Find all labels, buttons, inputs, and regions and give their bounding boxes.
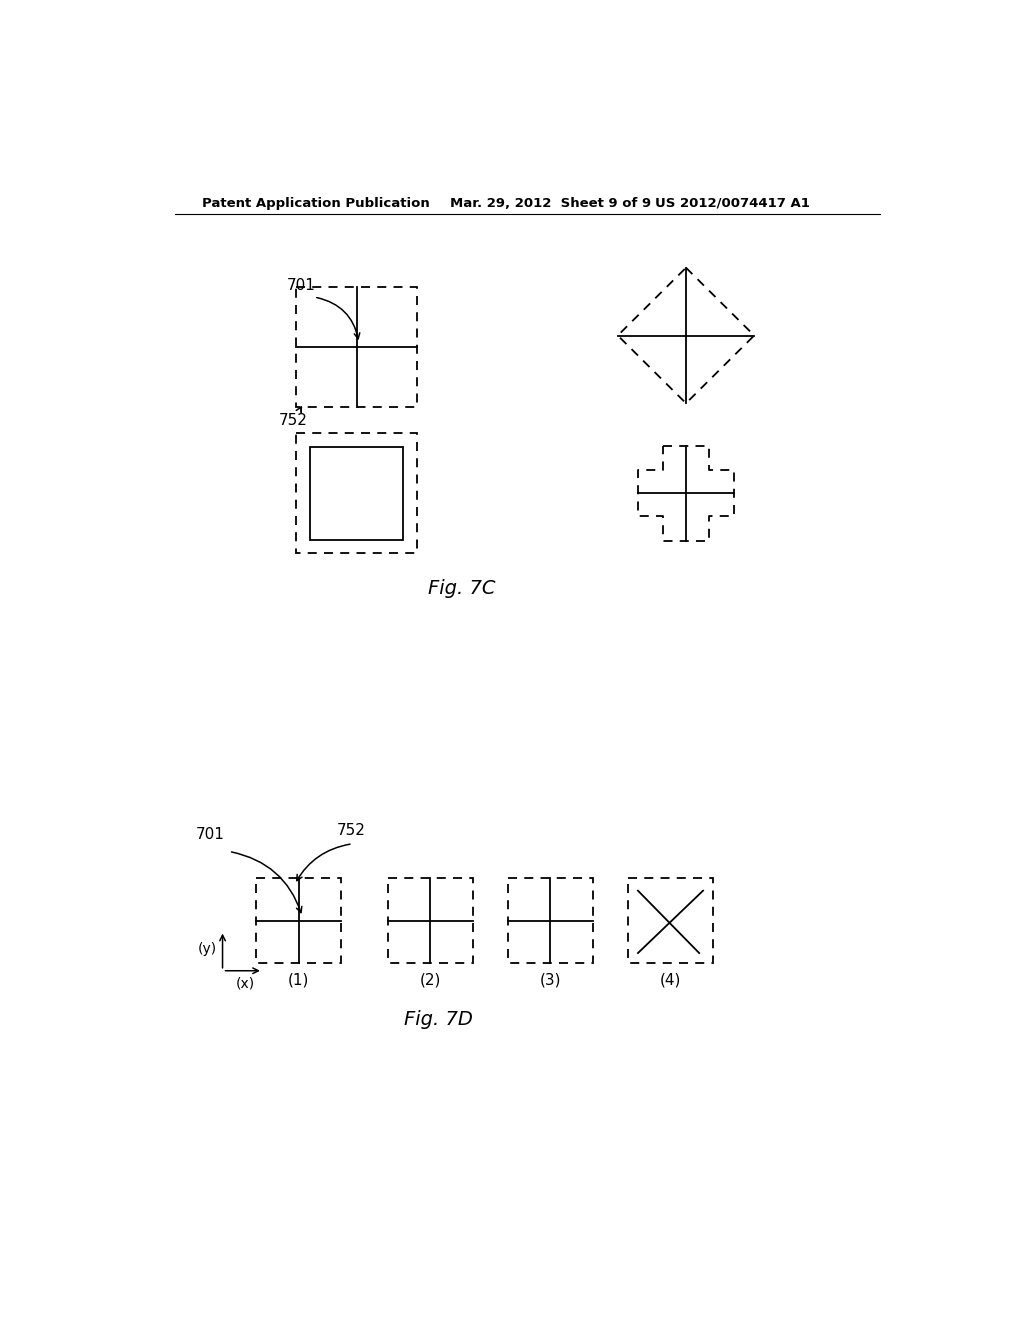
Text: (x): (x) xyxy=(237,975,255,990)
Text: 752: 752 xyxy=(337,824,367,838)
Text: (1): (1) xyxy=(288,973,309,987)
Text: (3): (3) xyxy=(540,973,561,987)
Text: 701: 701 xyxy=(197,826,225,842)
Text: 752: 752 xyxy=(280,413,308,428)
Text: US 2012/0074417 A1: US 2012/0074417 A1 xyxy=(655,197,810,210)
Text: Mar. 29, 2012  Sheet 9 of 9: Mar. 29, 2012 Sheet 9 of 9 xyxy=(450,197,650,210)
Text: (2): (2) xyxy=(420,973,441,987)
Text: Fig. 7D: Fig. 7D xyxy=(403,1010,472,1028)
Text: (4): (4) xyxy=(659,973,681,987)
Text: 701: 701 xyxy=(287,279,315,293)
Text: (y): (y) xyxy=(198,942,217,956)
Text: Patent Application Publication: Patent Application Publication xyxy=(202,197,429,210)
Text: Fig. 7C: Fig. 7C xyxy=(427,578,495,598)
